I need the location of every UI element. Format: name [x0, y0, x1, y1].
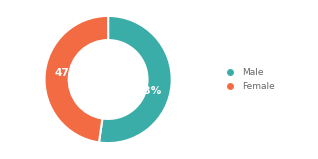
- Text: 52.3%: 52.3%: [125, 86, 161, 96]
- Legend: Male, Female: Male, Female: [221, 68, 275, 91]
- Text: 47.7%: 47.7%: [55, 68, 92, 78]
- Wedge shape: [99, 16, 172, 143]
- Wedge shape: [45, 16, 108, 142]
